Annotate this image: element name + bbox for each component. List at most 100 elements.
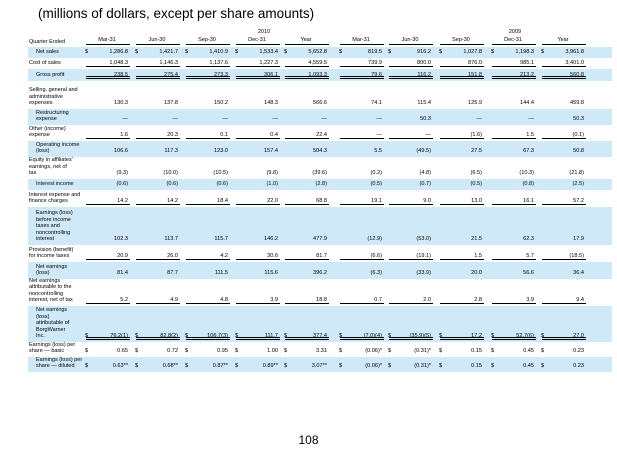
table-cell: (21.8) [569,170,584,176]
dollar-sign: $ [284,49,288,55]
table-cell: 27.5 [471,148,482,154]
table-cell: (6.5) [470,170,482,176]
row-label: Net earnings (loss) attributable of BorgWar… [36,307,70,340]
table-row: Cost of sales 1,048.3 1,146.3 1,137.6 1,227.… [28,58,612,69]
table-cell: — [272,116,278,122]
table-cell: 79.6 [340,72,384,79]
dollar-sign: $ [491,363,495,369]
table-cell: 3.07** [311,363,327,369]
table-cell: 22.0 [236,198,280,205]
table-cell: 5.5 [374,148,382,154]
table-cell: 26.0 [136,253,180,260]
dollar-sign: $ [284,348,288,354]
table-cell: — [476,116,482,122]
column-header: Sep-30 [436,36,486,45]
table-cell: — [340,132,384,139]
table-cell: 739.9 [340,60,384,67]
dollar-sign: $ [388,348,392,354]
table-cell: 916.2 [417,49,431,55]
table-cell: 3.9 [492,297,536,304]
table-cell: 20.3 [136,132,180,139]
table-cell: 16.1 [492,198,536,205]
table-cell: (0.31)* [414,363,431,369]
dollar-sign: $ [235,348,239,354]
row-label: Operating income (loss) [36,141,80,155]
dollar-sign: $ [339,348,343,354]
table-cell: 106.7(3) [186,333,230,340]
table-cell: 57.2 [542,198,586,205]
dollar-sign: $ [491,49,495,55]
column-header-row: Mar-31 Jun-30 Sep-30 Dec-31 Year Mar-31 Jun-30… [28,36,612,45]
table-cell: 3.9 [236,297,280,304]
table-row: Net earnings (loss) 81.4 87.7 111.5 115.6 396.… [28,262,612,279]
table-cell: 0.95 [217,348,228,354]
table-cell: (35.9)(5) [389,333,433,340]
table-cell: (0.6) [166,181,178,187]
table-cell: (10.0) [163,170,178,176]
dollar-sign: $ [491,333,495,339]
table-cell: 21.5 [471,236,482,242]
table-cell: 115.4 [417,100,431,106]
table-cell: 123.0 [214,148,228,154]
dollar-sign: $ [135,348,139,354]
table-cell: 9.0 [389,198,433,205]
page-number: 108 [298,433,319,447]
table-cell: 151.8 [440,72,484,79]
row-label: Earnings (loss) per share — diluted [36,356,83,370]
table-cell: 819.5 [368,49,382,55]
dollar-sign: $ [85,348,89,354]
dollar-sign: $ [135,49,139,55]
column-header: Sep-30 [182,36,232,45]
table-cell: (9.3) [116,170,128,176]
table-cell: 4.2 [186,253,230,260]
column-header: Jun-30 [385,36,435,45]
table-cell: 2.8 [440,297,484,304]
table-cell: 1,410.9 [209,49,228,55]
table-cell: 18.4 [186,198,230,205]
table-cell: (0.2) [370,170,382,176]
row-label: Other (income) expense [29,125,66,139]
table-cell: (18.5) [542,253,586,260]
row-label: Equity in affiliates' earnings, net of tax [29,157,73,177]
dollar-sign: $ [541,333,545,339]
table-cell: 1.00 [267,348,278,354]
table-cell: 1.5 [492,132,536,139]
table-cell: 74.1 [371,100,382,106]
table-cell: 0.15 [471,348,482,354]
table-cell: 14.2 [136,198,180,205]
table-cell: — [172,116,178,122]
table-cell: (0.06)* [365,363,382,369]
table-cell: 3.31 [316,348,327,354]
dollar-sign: $ [388,333,392,339]
row-label: Restructuring expense [36,109,69,123]
dollar-sign: $ [439,363,443,369]
table-row: Net earnings (loss) attributable of BorgWar… [28,306,612,342]
table-cell: 0.89** [262,363,278,369]
table-cell: 1.6 [86,132,130,139]
table-cell: 20.9 [86,253,130,260]
table-cell: (0.6) [116,181,128,187]
table-row: Equity in affiliates' earnings, net of tax… [28,157,612,179]
table-cell: 273.3 [186,72,230,79]
table-cell: 1,146.3 [136,60,180,67]
table-cell: 5.2 [86,297,130,304]
table-cell: 22.4 [285,132,329,139]
table-cell: 1,137.6 [186,60,230,67]
table-cell: 1.5 [440,253,484,260]
table-cell: 0.87** [212,363,228,369]
row-label: Provision (benefit) for income taxes [29,246,74,260]
table-cell: 67.3 [523,148,534,154]
table-cell: — [321,116,327,122]
column-header: Dec-31 [232,36,282,45]
table-cell: (10.5) [213,170,228,176]
table-row: Earnings (loss) per share — diluted $0.63*… [28,357,612,372]
row-label: Net earnings (loss) [36,263,68,277]
table-cell: (53.0) [416,236,431,242]
table-cell: 3,961.8 [565,49,584,55]
table-cell: 5.7 [492,253,536,260]
table-cell: 13.0 [440,198,484,205]
dollar-sign: $ [439,333,443,339]
table-cell: 1,093.3 [285,72,329,79]
table-cell: 115.6 [264,270,278,276]
table-row: Net sales $1,286.8 $1,421.7 $1,410.9 $1,533.… [28,47,612,58]
